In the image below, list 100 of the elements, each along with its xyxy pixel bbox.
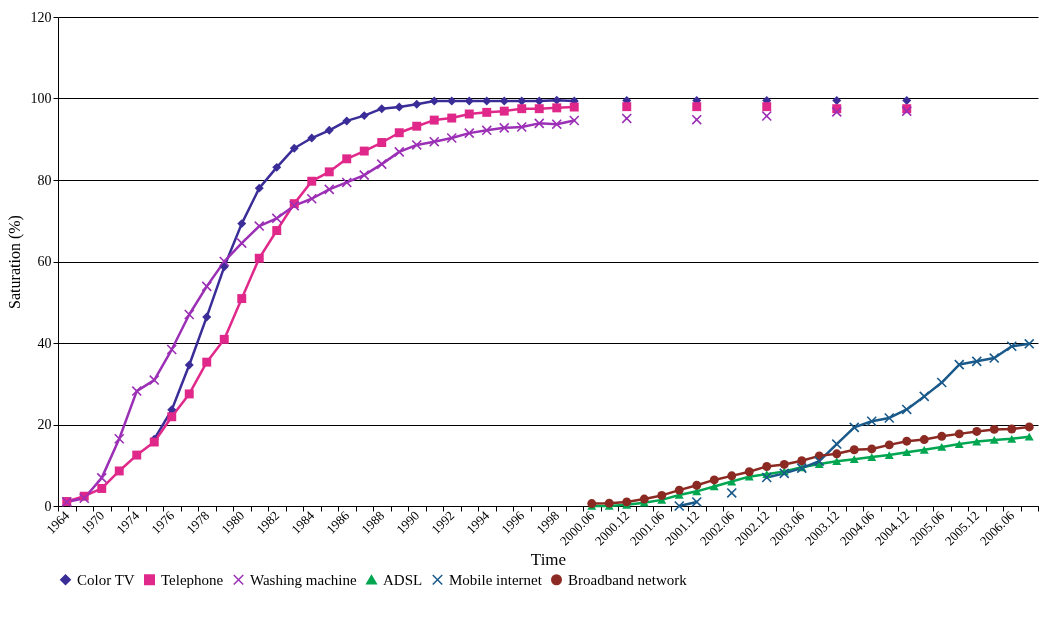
point — [761, 110, 773, 122]
point — [342, 116, 352, 126]
point — [516, 121, 528, 133]
point — [96, 472, 108, 484]
point — [534, 96, 544, 106]
point — [1023, 338, 1035, 350]
point — [902, 448, 912, 457]
point — [323, 184, 335, 195]
point — [237, 219, 247, 229]
point — [463, 127, 475, 139]
point — [762, 102, 772, 112]
point — [692, 102, 702, 112]
point — [937, 443, 947, 451]
point — [726, 487, 738, 499]
point — [551, 118, 563, 130]
point — [131, 385, 143, 397]
point — [272, 226, 282, 235]
point — [604, 498, 614, 508]
point — [517, 104, 527, 114]
point — [691, 496, 703, 508]
point — [447, 113, 457, 123]
point — [254, 183, 264, 193]
point — [359, 111, 369, 121]
point — [113, 433, 125, 445]
point — [762, 462, 772, 471]
point — [883, 412, 895, 424]
point — [534, 104, 544, 114]
point — [307, 133, 317, 143]
point — [236, 237, 248, 249]
point — [184, 389, 194, 399]
point — [831, 106, 843, 118]
point — [1007, 424, 1017, 434]
point — [848, 422, 860, 433]
point — [692, 480, 702, 490]
point — [937, 431, 947, 441]
point — [919, 435, 929, 445]
point — [569, 102, 579, 112]
legend-label: Color TV — [77, 571, 135, 588]
point — [972, 426, 982, 436]
point — [219, 334, 229, 344]
point — [902, 96, 912, 106]
point — [202, 357, 212, 367]
point — [184, 360, 194, 370]
point — [673, 500, 685, 512]
point — [884, 440, 894, 450]
legend-label: Mobile internet — [449, 571, 543, 588]
point — [482, 96, 492, 106]
point — [97, 484, 107, 493]
point — [797, 456, 807, 466]
point — [954, 440, 964, 448]
point — [411, 139, 423, 151]
point — [552, 95, 562, 105]
legend-label: Telephone — [161, 571, 224, 588]
point — [1024, 422, 1034, 432]
x-tick-label: 1970 — [78, 507, 108, 537]
point — [201, 281, 213, 292]
point — [849, 445, 859, 455]
point — [253, 220, 265, 232]
point — [114, 466, 124, 476]
point — [499, 96, 509, 106]
point — [761, 472, 773, 483]
point — [219, 262, 229, 272]
point — [271, 213, 283, 224]
point — [622, 102, 632, 112]
point — [691, 114, 703, 125]
point — [936, 377, 948, 388]
point — [568, 115, 580, 126]
point — [254, 253, 264, 263]
point — [918, 391, 930, 402]
legend-label: Washing machine — [250, 571, 358, 588]
point — [971, 356, 983, 367]
y-axis-title: Saturation (%) — [5, 215, 24, 309]
point — [517, 96, 527, 106]
point — [464, 109, 474, 119]
point — [394, 102, 404, 112]
point — [359, 146, 369, 156]
point — [744, 467, 754, 477]
x-tick-label: 1980 — [218, 507, 248, 537]
point — [1007, 434, 1017, 443]
legend-label: Broadband network — [568, 571, 688, 588]
point — [202, 312, 212, 322]
point — [866, 415, 878, 427]
point — [867, 453, 877, 461]
point — [884, 451, 894, 459]
point — [1024, 432, 1034, 441]
point — [552, 103, 562, 113]
point — [901, 404, 913, 415]
point — [902, 436, 912, 446]
point — [306, 193, 318, 205]
point — [412, 99, 422, 109]
point — [657, 490, 667, 500]
point — [849, 455, 859, 464]
point — [394, 128, 404, 138]
point — [358, 169, 370, 181]
point — [429, 96, 439, 106]
point — [272, 162, 282, 172]
point — [428, 136, 440, 147]
point — [377, 104, 387, 114]
point — [148, 374, 160, 386]
point — [482, 107, 492, 117]
